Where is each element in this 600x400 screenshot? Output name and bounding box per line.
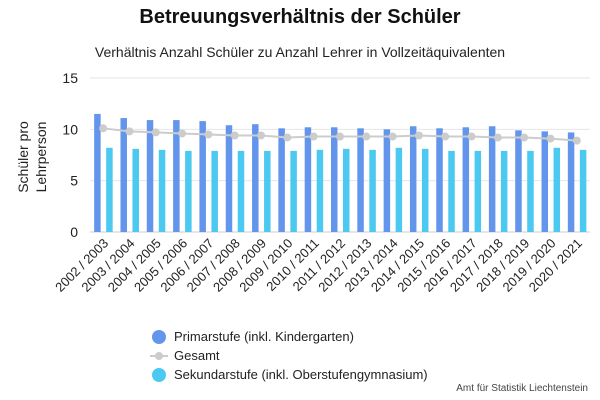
bar-primarstufe [146,120,154,232]
legend-label-sekundarstufe: Sekundarstufe (inkl. Oberstufengymnasium… [174,367,428,382]
point-gesamt [336,132,344,141]
chart-title: Betreuungsverhältnis der Schüler [139,6,461,28]
legend-marker-primarstufe [150,329,172,344]
bar-sekundarstufe [579,149,587,232]
y-tick-label: 0 [70,224,78,240]
bar-primarstufe [383,129,391,232]
bar-sekundarstufe [290,150,297,232]
source-credit: Amt für Statistik Liechtenstein [456,383,588,394]
bar-sekundarstufe [500,150,508,232]
chart-legend: Primarstufe (inkl. Kindergarten) Gesamt … [150,327,428,384]
point-gesamt [204,130,213,139]
bar-primarstufe [199,121,206,232]
point-gesamt [151,128,160,137]
bar-sekundarstufe [421,148,429,232]
point-gesamt [309,132,318,141]
legend-label-primarstufe: Primarstufe (inkl. Kindergarten) [174,329,354,344]
bar-primarstufe [515,130,522,232]
bar-sekundarstufe [553,147,561,232]
y-tick-label: 5 [70,173,78,189]
bar-primarstufe [331,127,338,232]
bar-sekundarstufe [132,148,139,232]
bar-primarstufe [488,126,496,232]
bar-primarstufe [120,118,127,232]
bar-primarstufe [567,132,575,232]
point-gesamt [520,133,529,142]
point-gesamt [99,124,108,133]
legend-label-gesamt: Gesamt [174,348,220,363]
legend-marker-gesamt [150,349,172,363]
bar-sekundarstufe [185,150,192,232]
point-gesamt [441,132,450,141]
point-gesamt [546,134,555,143]
legend-item-sekundarstufe[interactable]: Sekundarstufe (inkl. Oberstufengymnasium… [150,365,428,384]
bar-sekundarstufe [343,148,350,232]
bar-sekundarstufe [474,150,482,232]
y-axis-label: Schüler pro Lehrperson [15,121,49,193]
bar-primarstufe [278,128,285,232]
point-gesamt [125,127,134,136]
bar-primarstufe [252,124,259,232]
point-gesamt [388,132,397,141]
bar-sekundarstufe [316,149,324,232]
point-gesamt [467,132,476,141]
bar-sekundarstufe [106,147,113,232]
y-tick-label: 10 [62,121,78,137]
legend-item-primarstufe[interactable]: Primarstufe (inkl. Kindergarten) [150,327,428,346]
point-gesamt [257,131,266,140]
bar-primarstufe [462,127,470,232]
bar-sekundarstufe [527,150,534,232]
bar-sekundarstufe [395,147,403,232]
bar-sekundarstufe [211,150,218,232]
bar-primarstufe [436,128,443,232]
point-gesamt [572,136,581,145]
bar-sekundarstufe [237,150,245,232]
chart-subtitle: Verhältnis Anzahl Schüler zu Anzahl Lehr… [94,44,506,60]
bar-sekundarstufe [448,150,455,232]
bar-primarstufe [94,113,101,232]
point-gesamt [283,133,292,142]
bar-sekundarstufe [264,150,271,232]
legend-marker-sekundarstufe [150,367,172,382]
bar-primarstufe [173,120,180,232]
legend-item-gesamt[interactable]: Gesamt [150,346,428,365]
bar-primarstufe [304,127,312,232]
point-gesamt [493,133,502,142]
y-tick-label: 15 [62,70,78,86]
bar-primarstufe [225,125,233,232]
point-gesamt [230,131,239,140]
bar-primarstufe [409,126,417,232]
bar-sekundarstufe [158,149,166,232]
bar-primarstufe [541,131,549,232]
bar-sekundarstufe [369,149,376,232]
bar-primarstufe [357,128,364,232]
point-gesamt [414,131,423,140]
point-gesamt [362,132,371,141]
point-gesamt [178,129,187,138]
